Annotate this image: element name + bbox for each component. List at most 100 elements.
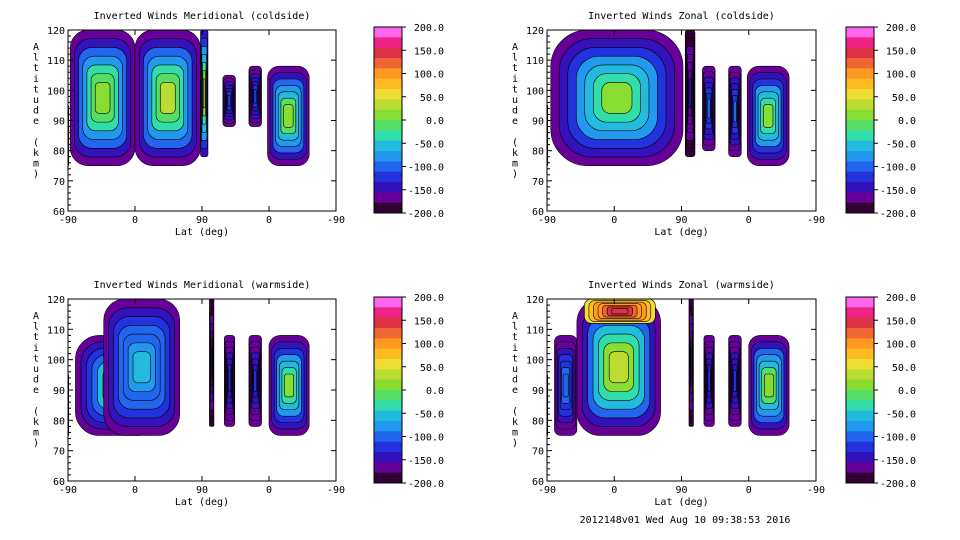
colorbar-tick-label: -50.0 <box>414 139 444 150</box>
contour-band <box>763 104 774 128</box>
colorbar: 200.0 150.0 100.0 50.0 0.0 -50.0 -100.0 -150.0 -… <box>845 293 916 490</box>
chart-panel-1: Inverted Winds Meridional (coldside) 120 1… <box>33 11 444 238</box>
colorbar-swatch <box>846 27 874 38</box>
y-axis-label-char: ( <box>33 406 39 417</box>
x-tick-label: 0 <box>266 215 272 226</box>
y-axis-label-char: e <box>512 385 518 396</box>
colorbar-tick-label: 0.0 <box>898 116 916 127</box>
y-tick-label: 70 <box>532 447 544 458</box>
colorbar-swatch <box>374 192 402 204</box>
colorbar-swatch <box>374 452 402 463</box>
y-tick-label: 110 <box>526 325 544 336</box>
colorbar-swatch <box>374 109 402 121</box>
colorbar-swatch <box>846 47 874 59</box>
colorbar-swatch <box>374 120 402 131</box>
colorbar-tick-label: -150.0 <box>880 456 916 467</box>
x-axis-label: Lat (deg) <box>175 497 229 508</box>
x-tick-label: -90 <box>538 485 556 496</box>
contour-band <box>283 104 294 128</box>
y-axis-label-char: m <box>33 159 39 170</box>
x-tick-label: 0 <box>611 215 617 226</box>
colorbar-swatch <box>846 182 874 193</box>
colorbar-tick-label: -50.0 <box>886 409 916 420</box>
colorbar-swatch <box>846 171 874 183</box>
contour-region-4 <box>200 30 209 157</box>
y-axis-label-char: d <box>512 375 518 386</box>
contour-band <box>690 347 693 378</box>
colorbar-tick-label: -150.0 <box>880 186 916 197</box>
colorbar-tick-label: -100.0 <box>408 163 444 174</box>
contour-band <box>159 82 176 114</box>
y-tick-label: 110 <box>47 56 65 67</box>
colorbar-swatch <box>846 202 874 214</box>
y-axis-label-char: m <box>512 159 518 170</box>
contour-region-6 <box>248 335 262 427</box>
colorbar-swatch <box>846 78 874 90</box>
colorbar-swatch <box>374 27 402 38</box>
y-axis-label-char: k <box>33 417 39 428</box>
colorbar-tick-label: -50.0 <box>886 139 916 150</box>
contour-region-7 <box>267 65 310 167</box>
y-tick-label: 110 <box>47 325 65 336</box>
colorbar-swatch <box>846 130 874 142</box>
colorbar-swatch <box>846 359 874 370</box>
contour-region-8 <box>748 335 790 436</box>
y-axis-label-char: t <box>512 63 518 74</box>
colorbar-swatch <box>846 89 874 100</box>
chart-panel-3: Inverted Winds Meridional (warmside) 120 1… <box>33 280 444 508</box>
y-axis-label-char: ( <box>512 406 518 417</box>
colorbar-tick-label: -200.0 <box>408 209 444 220</box>
y-tick-label: 100 <box>47 356 65 367</box>
y-axis-label-char: d <box>33 106 39 117</box>
y-axis-label-char: A <box>33 42 39 53</box>
colorbar-swatch <box>374 171 402 183</box>
y-axis-label-char: A <box>512 42 518 53</box>
y-axis-label-char: l <box>33 322 39 333</box>
y-tick-label: 110 <box>526 56 544 67</box>
contour-band <box>688 78 692 109</box>
colorbar-swatch <box>846 37 874 49</box>
contour-band <box>733 100 737 123</box>
colorbar-swatch <box>846 140 874 152</box>
y-tick-label: 90 <box>532 117 544 128</box>
y-tick-label: 80 <box>53 147 65 158</box>
y-axis-label-char: t <box>512 353 518 364</box>
colorbar-swatch <box>374 369 402 381</box>
colorbar-swatch <box>846 369 874 381</box>
x-tick-label: 90 <box>196 215 208 226</box>
colorbar-swatch <box>374 317 402 329</box>
colorbar-swatch <box>374 68 402 80</box>
chart-title: Inverted Winds Zonal (coldside) <box>588 11 775 22</box>
plot-area <box>68 299 310 436</box>
x-tick-label: 90 <box>675 215 687 226</box>
contour-band <box>132 351 151 384</box>
y-axis-label-char: k <box>512 148 518 159</box>
colorbar-swatch <box>846 297 874 308</box>
colorbar-swatch <box>374 421 402 432</box>
chart-panel-4: Inverted Winds Zonal (warmside) 120 110 100… <box>512 280 916 508</box>
y-axis-label-char: u <box>33 364 39 375</box>
contour-region-5 <box>222 74 236 127</box>
y-axis-label-char: i <box>512 343 518 354</box>
contour-band <box>253 370 257 392</box>
y-tick-label: 90 <box>53 386 65 397</box>
y-axis-label-char: l <box>512 53 518 64</box>
colorbar-tick-label: 0.0 <box>426 386 444 397</box>
y-tick-label: 80 <box>532 416 544 427</box>
x-tick-label: 0 <box>132 485 138 496</box>
contour-band <box>764 373 774 398</box>
y-axis-label-char: e <box>512 116 518 127</box>
colorbar-swatch <box>374 348 402 360</box>
contour-band <box>203 78 206 109</box>
colorbar-swatch <box>374 359 402 370</box>
y-tick-label: 60 <box>532 477 544 488</box>
colorbar-tick-label: 100.0 <box>886 340 916 351</box>
y-axis-label-char: t <box>512 84 518 95</box>
colorbar-tick-label: 200.0 <box>886 293 916 304</box>
colorbar-swatch <box>846 462 874 474</box>
y-axis-label-char: A <box>33 311 39 322</box>
contour-region-4 <box>209 299 215 427</box>
colorbar-swatch <box>374 472 402 484</box>
